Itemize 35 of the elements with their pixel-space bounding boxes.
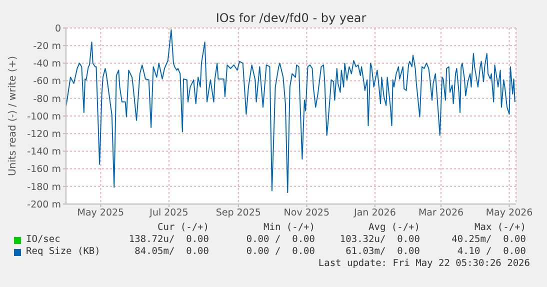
- x-tick-label: May 2025: [77, 208, 124, 219]
- x-tick-label: Sep 2025: [216, 208, 261, 219]
- y-tick-label: -20 m: [33, 40, 61, 52]
- y-tick-label: -100 m: [27, 111, 61, 122]
- y-axis-title: Units read (-) / write (+): [8, 56, 19, 176]
- y-tick-label: -120 m: [27, 128, 61, 140]
- x-tick-label: May 2026: [486, 208, 533, 219]
- text: 4.10 / 0.00: [457, 246, 526, 257]
- text: Max (-/+): [474, 222, 526, 233]
- text: 84.05m/ 0.00: [134, 246, 209, 257]
- y-tick-label: 0: [54, 23, 61, 34]
- text: Last update: Fri May 22 05:30:26 2026: [318, 258, 530, 269]
- x-tick-label: Jan 2026: [353, 208, 396, 219]
- y-tick-label: -140 m: [27, 146, 61, 158]
- legend-label: IO/sec: [26, 234, 60, 245]
- y-tick-label: -60 m: [33, 76, 61, 88]
- text: 61.03m/ 0.00: [346, 246, 420, 257]
- text: 0.00 / 0.00: [246, 234, 315, 245]
- y-tick-label: -160 m: [27, 164, 61, 176]
- text: 40.25m/ 0.00: [452, 234, 526, 245]
- text: 138.72u/ 0.00: [128, 234, 209, 245]
- text: Avg (-/+): [368, 222, 420, 233]
- x-tick-label: Mar 2026: [418, 208, 464, 219]
- text: 103.32u/ 0.00: [340, 234, 420, 245]
- y-tick-label: -80 m: [33, 94, 61, 105]
- text: Cur (-/+): [156, 222, 209, 233]
- y-tick-label: -40 m: [33, 58, 61, 70]
- chart-title: IOs for /dev/fd0 - by year: [214, 11, 368, 25]
- x-tick-label: Jul 2025: [148, 208, 188, 219]
- y-tick-label: -200 m: [27, 199, 61, 210]
- text: Min (-/+): [264, 222, 315, 233]
- x-tick-label: Nov 2025: [284, 208, 330, 219]
- y-tick-label: -180 m: [27, 182, 61, 193]
- text: 0.00 / 0.00: [246, 246, 315, 257]
- legend-label: Req Size (KB): [26, 246, 100, 257]
